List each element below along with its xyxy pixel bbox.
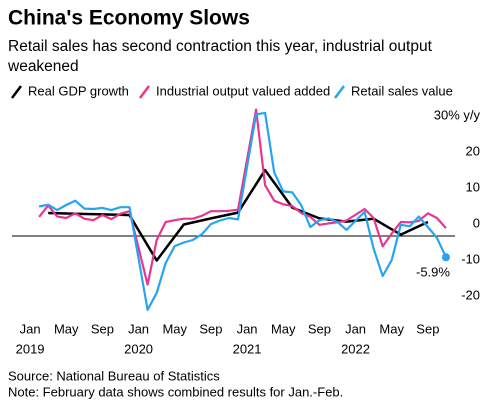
series-line: [48, 168, 429, 262]
y-tick-label: -10: [461, 251, 480, 266]
x-year-label: 2020: [124, 341, 153, 356]
legend-swatch: [334, 85, 345, 99]
x-tick-label: May: [271, 321, 296, 336]
x-tick-label: Jan: [345, 321, 366, 336]
x-tick-label: May: [162, 321, 187, 336]
legend-label: Real GDP growth: [28, 83, 129, 98]
x-tick-label: May: [54, 321, 79, 336]
x-tick-label: Jan: [128, 321, 149, 336]
legend-label: Industrial output valued added: [156, 83, 330, 98]
legend-swatch: [11, 85, 22, 99]
source: Source: National Bureau of Statistics: [8, 368, 220, 383]
y-tick-label: 10: [466, 179, 480, 194]
x-tick-label: Sep: [308, 321, 331, 336]
chart-subtitle: Retail sales has second contraction this…: [8, 38, 433, 55]
chart-subtitle: weakened: [7, 58, 79, 75]
x-year-label: 2022: [341, 341, 370, 356]
x-year-label: 2019: [16, 341, 45, 356]
x-tick-label: Sep: [416, 321, 439, 336]
note: Note: February data shows combined resul…: [8, 384, 343, 399]
y-tick-label: 30% y/y: [434, 107, 481, 122]
series-line: [38, 111, 447, 311]
x-tick-label: Sep: [91, 321, 114, 336]
end-dot: [441, 253, 450, 262]
chart-title: China's Economy Slows: [8, 7, 250, 30]
x-tick-label: Jan: [20, 321, 41, 336]
x-tick-label: May: [379, 321, 404, 336]
x-tick-label: Jan: [237, 321, 258, 336]
x-year-label: 2021: [233, 341, 262, 356]
data-label: -5.9%: [416, 265, 450, 280]
y-tick-label: -20: [461, 287, 480, 302]
x-tick-label: Sep: [199, 321, 222, 336]
series-line: [38, 108, 447, 286]
y-tick-label: 0: [473, 215, 480, 230]
legend-swatch: [139, 85, 150, 99]
y-tick-label: 20: [466, 143, 480, 158]
legend-label: Retail sales value: [351, 83, 453, 98]
